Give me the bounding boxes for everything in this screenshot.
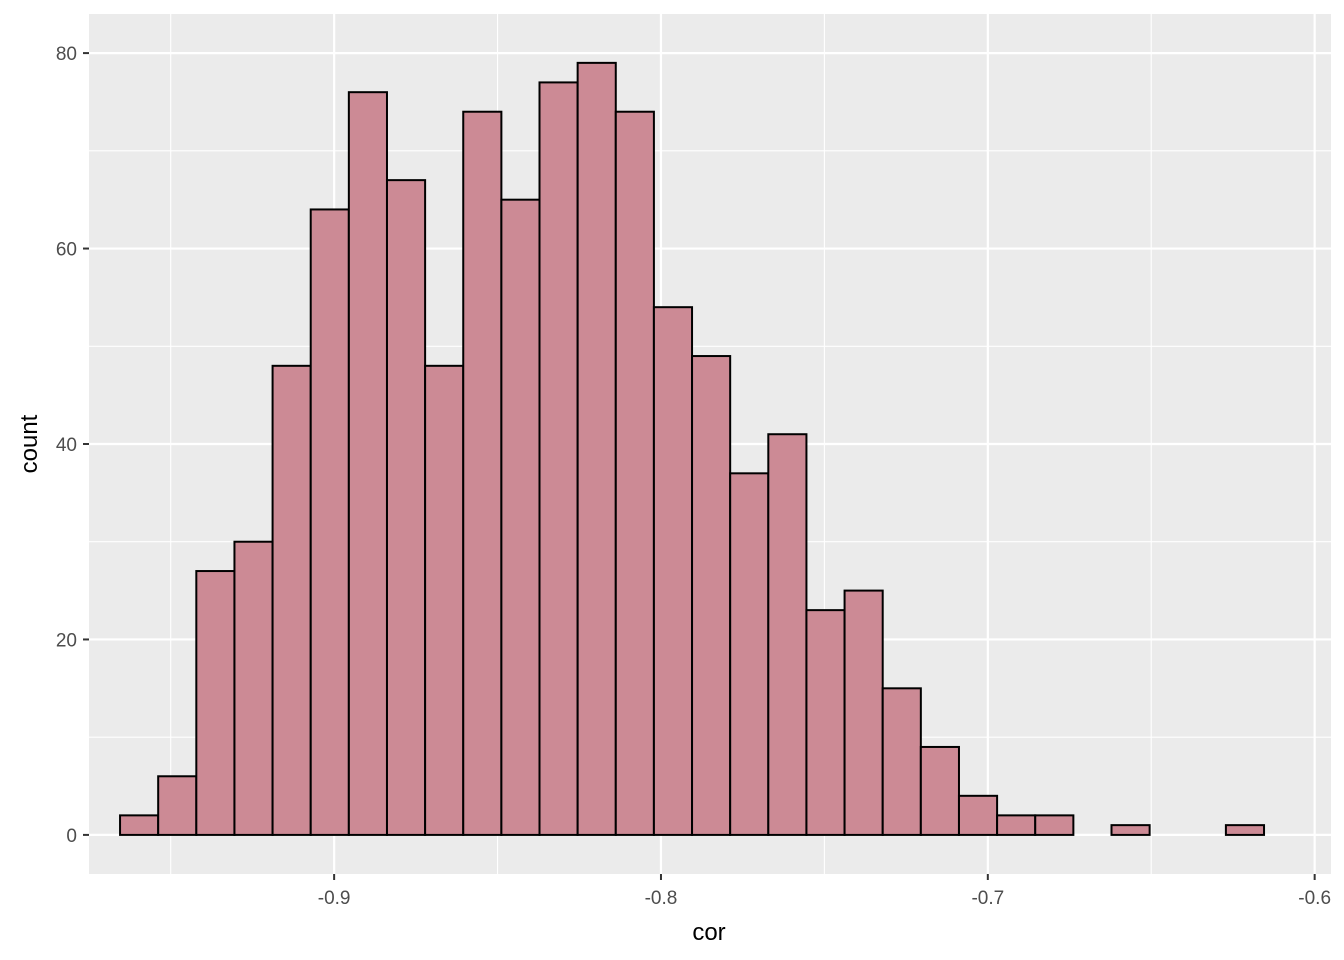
- x-axis-title: cor: [692, 919, 725, 946]
- histogram-bar: [462, 110, 503, 836]
- y-tick-label: 0: [66, 826, 77, 847]
- histogram-bar: [271, 364, 312, 836]
- histogram-bar: [309, 208, 350, 836]
- y-tick-label: 60: [56, 240, 77, 261]
- histogram-bar: [652, 306, 694, 836]
- histogram-bar: [424, 364, 465, 836]
- x-tick-labels: -0.9 -0.8 -0.7 -0.6: [318, 888, 1331, 909]
- y-tick-labels: 0 20 40 60 80: [56, 44, 77, 847]
- histogram-bar: [957, 794, 999, 836]
- histogram-bar: [385, 179, 427, 836]
- histogram-bar: [119, 814, 160, 836]
- histogram-bar: [538, 81, 579, 836]
- x-tick-label: -0.6: [1298, 888, 1331, 909]
- histogram-bar: [347, 91, 388, 836]
- y-tick-label: 20: [56, 630, 77, 651]
- histogram-bar: [996, 814, 1037, 836]
- histogram-bar: [805, 609, 846, 836]
- histogram-bars: [119, 61, 1266, 836]
- histogram-bar: [1110, 824, 1151, 836]
- histogram-bar: [691, 355, 732, 836]
- histogram-bar: [500, 198, 541, 836]
- y-tick-label: 40: [56, 435, 77, 456]
- y-axis-title: count: [16, 414, 43, 473]
- x-tick-label: -0.8: [645, 888, 678, 909]
- histogram-bar: [1224, 824, 1266, 836]
- axis-ticks: [83, 52, 1316, 880]
- histogram-bar: [729, 472, 770, 836]
- histogram-bar: [614, 110, 655, 836]
- histogram-bar: [576, 61, 617, 836]
- histogram-bar: [157, 775, 198, 836]
- histogram-bar: [233, 540, 274, 836]
- x-tick-label: -0.9: [318, 888, 351, 909]
- histogram-bar: [195, 570, 236, 836]
- histogram-bar: [1034, 814, 1075, 836]
- histogram-bar: [919, 745, 960, 836]
- histogram-bar: [767, 433, 808, 836]
- x-tick-label: -0.7: [971, 888, 1004, 909]
- histogram-bar: [843, 589, 884, 836]
- y-tick-label: 80: [56, 44, 77, 65]
- histogram-bar: [881, 687, 922, 836]
